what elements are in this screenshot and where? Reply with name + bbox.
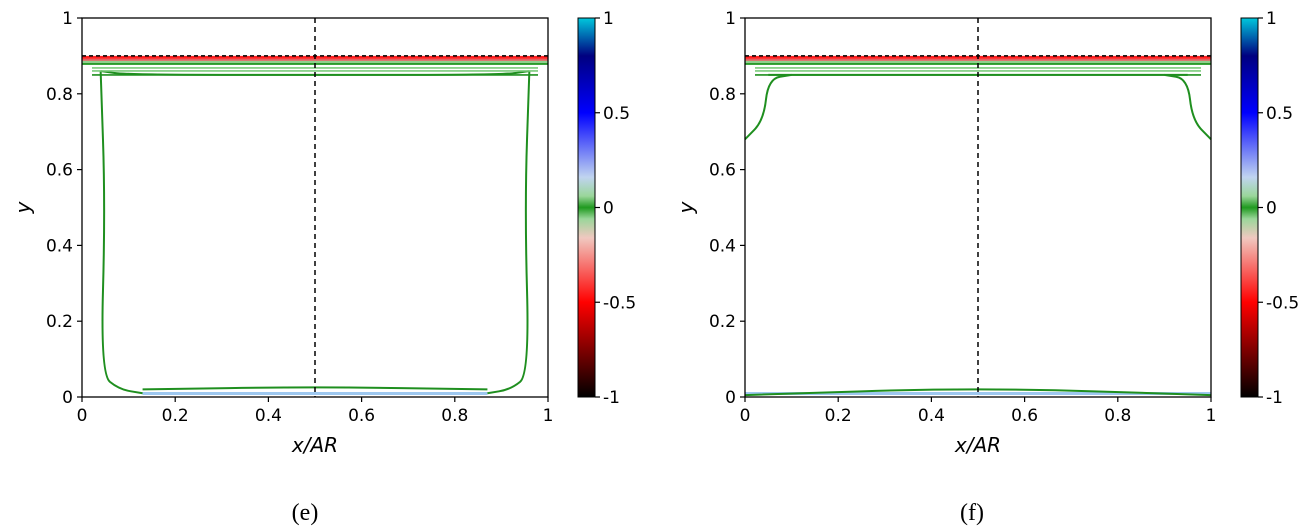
x-tick-label: 0 <box>740 406 751 426</box>
y-tick-label: 0.6 <box>46 161 73 181</box>
y-tick-label: 0 <box>725 388 736 408</box>
interface-band-2 <box>745 60 1211 63</box>
colorbar-tick-label: 0 <box>603 199 614 219</box>
x-tick-label: 0.8 <box>1104 406 1131 426</box>
x-axis-label: x/AR <box>291 433 338 457</box>
y-tick-label: 0.6 <box>709 161 736 181</box>
bottom-wall-band <box>745 392 1211 395</box>
y-tick-label: 0.8 <box>46 85 73 105</box>
axes-frame <box>744 17 1212 398</box>
plot-area: 0 0.2 0.4 0.6 0.8 1 0 0.2 0.4 0.6 0.8 1 <box>46 9 553 426</box>
colorbar-tick-label: 0 <box>1266 199 1277 219</box>
colorbar-tick-label: -0.5 <box>603 293 636 313</box>
x-tick-label: 1 <box>1206 406 1217 426</box>
y-tick-label: 0.2 <box>709 312 736 332</box>
x-tick-label: 0.2 <box>162 406 189 426</box>
y-axis-label: y <box>674 200 698 214</box>
y-tick-label: 0.4 <box>46 236 73 256</box>
axes-frame <box>81 17 549 398</box>
contour-right-wall <box>487 71 531 395</box>
colorbar-gradient <box>1240 17 1259 398</box>
colorbar-tick-label: 1 <box>603 9 614 29</box>
bottom-wall-band <box>142 392 488 395</box>
x-tick-label: 0.6 <box>1011 406 1038 426</box>
x-tick-label: 0.4 <box>918 406 945 426</box>
y-tick-label: 1 <box>62 9 73 29</box>
y-tick-label: 0.4 <box>709 236 736 256</box>
colorbar: 1 0.5 0 -0.5 -1 <box>577 9 636 408</box>
panel-caption: (e) <box>292 500 319 526</box>
colorbar-tick-label: -1 <box>603 388 620 408</box>
y-tick-label: 0 <box>62 388 73 408</box>
y-tick-label: 0.2 <box>46 312 73 332</box>
interface-band-1 <box>82 58 548 61</box>
x-tick-label: 0.4 <box>255 406 282 426</box>
colorbar-tick-label: 1 <box>1266 9 1277 29</box>
contour-bottom-band <box>744 388 1212 397</box>
x-tick-label: 1 <box>543 406 554 426</box>
contour-left-corner <box>744 73 792 140</box>
panel-f: 0 0.2 0.4 0.6 0.8 1 0 0.2 0.4 0.6 0.8 1 1 0.5 0 -0.5 -1… <box>674 9 1299 526</box>
contour-bottom-band <box>142 386 488 391</box>
x-tick-label: 0.8 <box>441 406 468 426</box>
x-tick-label: 0.6 <box>348 406 375 426</box>
y-tick-label: 0.8 <box>709 85 736 105</box>
colorbar-tick-label: 0.5 <box>603 104 630 124</box>
interface-band-2 <box>82 60 548 63</box>
y-axis-label: y <box>11 200 35 214</box>
panel-caption: (f) <box>960 500 984 526</box>
interface-band-1 <box>745 58 1211 61</box>
x-tick-label: 0.2 <box>825 406 852 426</box>
panel-e: 0 0.2 0.4 0.6 0.8 1 0 0.2 0.4 0.6 0.8 1 1 0.5 0 -0.5 -1… <box>11 9 636 526</box>
colorbar: 1 0.5 0 -0.5 -1 <box>1240 9 1299 408</box>
colorbar-tick-label: -0.5 <box>1266 293 1299 313</box>
contour-right-corner <box>1164 73 1212 140</box>
colorbar-tick-label: 0.5 <box>1266 104 1293 124</box>
colorbar-tick-label: -1 <box>1266 388 1283 408</box>
contour-left-wall <box>99 71 143 395</box>
x-axis-label: x/AR <box>954 433 1001 457</box>
plot-area: 0 0.2 0.4 0.6 0.8 1 0 0.2 0.4 0.6 0.8 1 <box>709 9 1216 426</box>
colorbar-gradient <box>577 17 596 398</box>
x-tick-label: 0 <box>77 406 88 426</box>
y-tick-label: 1 <box>725 9 736 29</box>
